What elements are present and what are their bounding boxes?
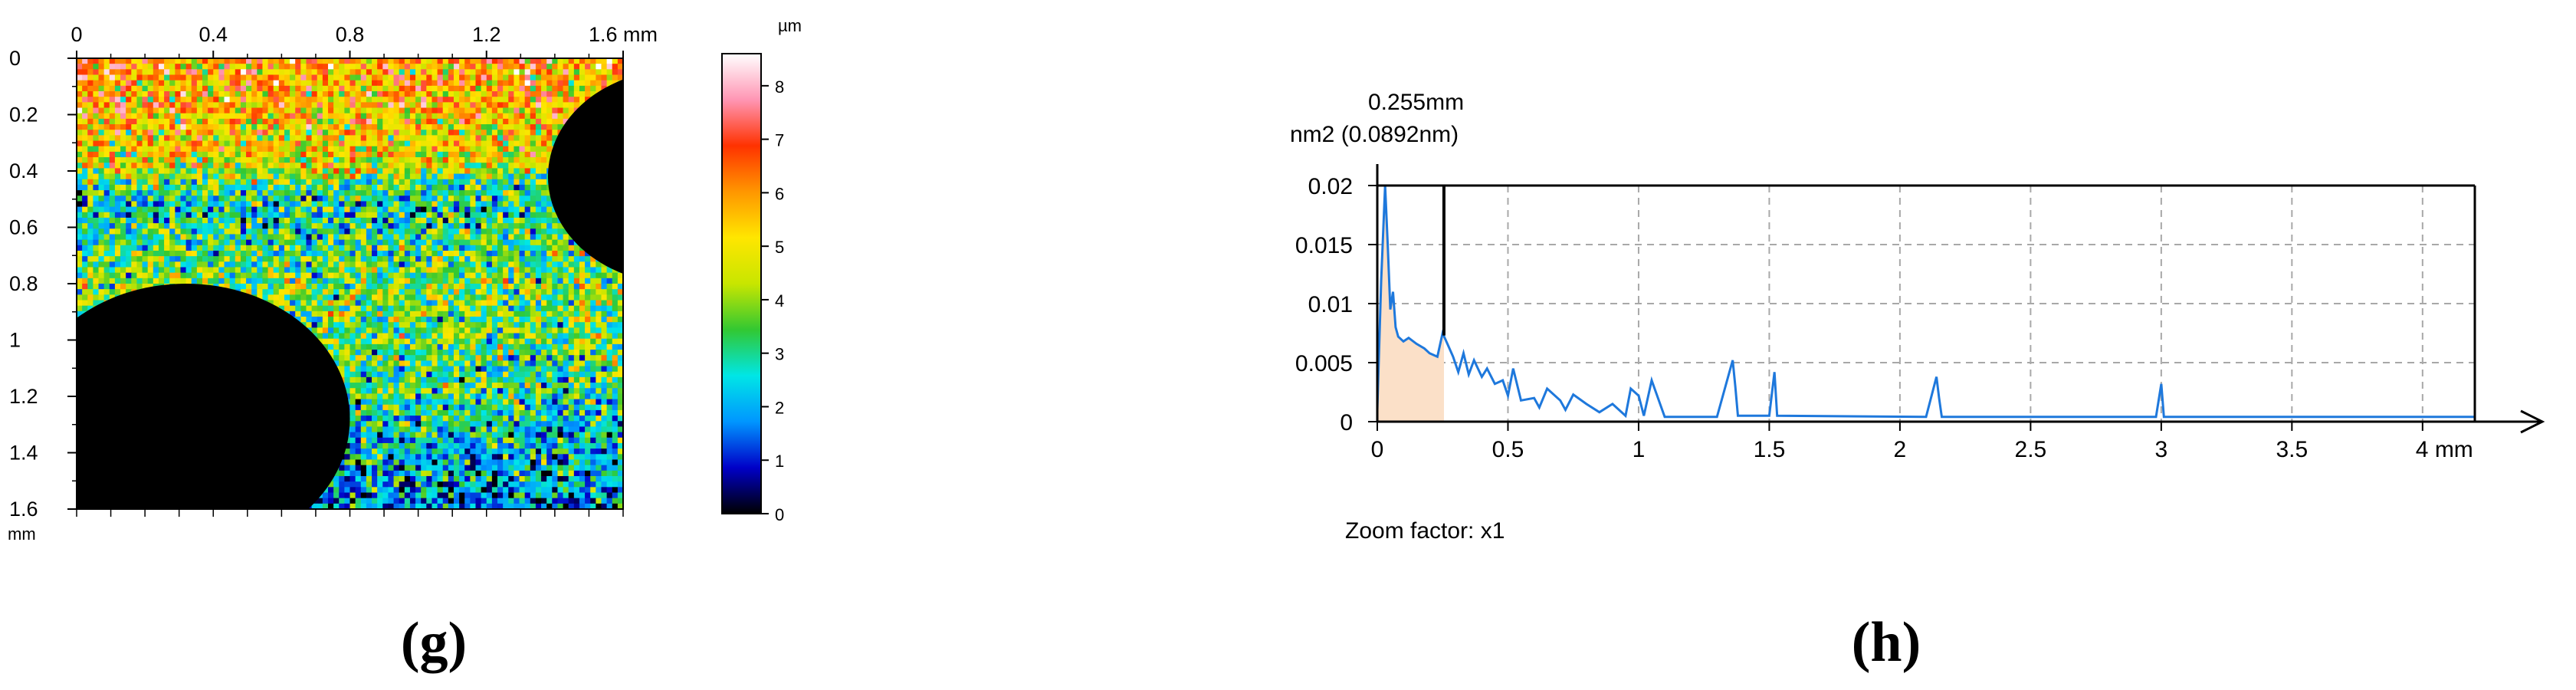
heatmap-plot-area [77,58,624,510]
colorbar-gradient [721,53,762,514]
x-tick-label: 4 mm [2416,437,2473,462]
y-tick-label: 0 [1340,410,1353,435]
x-axis-arrow [2520,409,2545,434]
y-tick-label: 1.2 [9,385,38,408]
cursor-label-value: nm2 (0.0892nm) [1290,122,1459,147]
y-tick-label: 0.6 [9,216,38,239]
panel-label-h: (h) [1852,611,1921,674]
line-chart-y-ticks: 0 0.005 0.01 0.015 0.02 [1295,174,1377,435]
colorbar-tick-label: 2 [775,398,784,417]
panel-h: 0 0.5 1 1.5 2 2.5 3 3.5 4 mm 0 0.005 0.01 0.015 0.02… [1290,90,2545,674]
masked-region-0 [77,284,350,509]
colorbar-tick-label: 4 [775,291,784,310]
colorbar-tick-label: 3 [775,345,784,364]
masked-region-1 [548,79,623,274]
y-tick-label: 0.01 [1308,292,1353,317]
colorbar-tick-label: 1 [775,452,784,471]
heatmap-y-unit: mm [8,524,36,544]
x-tick-label: 0 [1371,437,1384,462]
line-chart-series [1376,185,2475,422]
line-chart-frame [1376,164,2545,434]
x-tick-label: 1.6 mm [589,23,658,46]
x-tick-label: 1.2 [472,23,501,46]
y-tick-label: 0.4 [9,159,38,182]
panel-label-g: (g) [401,611,467,674]
x-tick-label: 1.5 [1754,437,1786,462]
y-tick-label: 0.02 [1308,174,1353,199]
x-tick-label: 0 [71,23,82,46]
series-line [1376,185,2475,419]
y-tick-label: 0.015 [1295,233,1353,258]
x-tick-label: 3 [2155,437,2168,462]
colorbar-tick-label: 8 [775,77,784,97]
heatmap-x-ticks: 0 0.4 0.8 1.2 1.6 mm [71,23,658,517]
masked-regions [77,79,623,509]
x-tick-label: 0.8 [336,23,365,46]
y-tick-label: 0.005 [1295,351,1353,376]
series-area-fill [1377,186,1444,422]
x-tick-label: 3.5 [2276,437,2308,462]
y-tick-label: 0.2 [9,104,38,127]
colorbar-tick-label: 5 [775,238,784,257]
y-tick-label: 1.6 [9,498,38,521]
colorbar: 0 1 2 3 4 5 6 7 8 [721,53,784,524]
y-tick-label: 1 [9,329,21,352]
colorbar-tick-label: 0 [775,505,784,524]
y-tick-label: 1.4 [9,442,38,465]
line-chart-grid [1377,186,2475,422]
heatmap-y-ticks: 0 0.2 0.4 0.6 0.8 1 1.2 1.4 1.6 [9,47,77,521]
colorbar-tick-label: 6 [775,184,784,203]
cursor-label-distance: 0.255mm [1368,90,1464,115]
x-tick-label: 2 [1894,437,1907,462]
y-tick-label: 0 [9,47,21,70]
colorbar-tick-label: 7 [775,131,784,150]
y-tick-label: 0.8 [9,272,38,295]
x-tick-label: 0.5 [1492,437,1524,462]
zoom-factor-label: Zoom factor: x1 [1345,518,1505,544]
x-tick-label: 0.4 [199,23,228,46]
panel-g: 0 0.4 0.8 1.2 1.6 mm 0 0.2 0.4 0.6 0.8 1 1.2 1.4 1.6… [8,16,802,674]
line-chart-x-ticks: 0 0.5 1 1.5 2 2.5 3 3.5 4 mm [1371,422,2473,462]
x-tick-label: 2.5 [2015,437,2047,462]
colorbar-unit: µm [778,16,802,35]
x-tick-label: 1 [1633,437,1646,462]
